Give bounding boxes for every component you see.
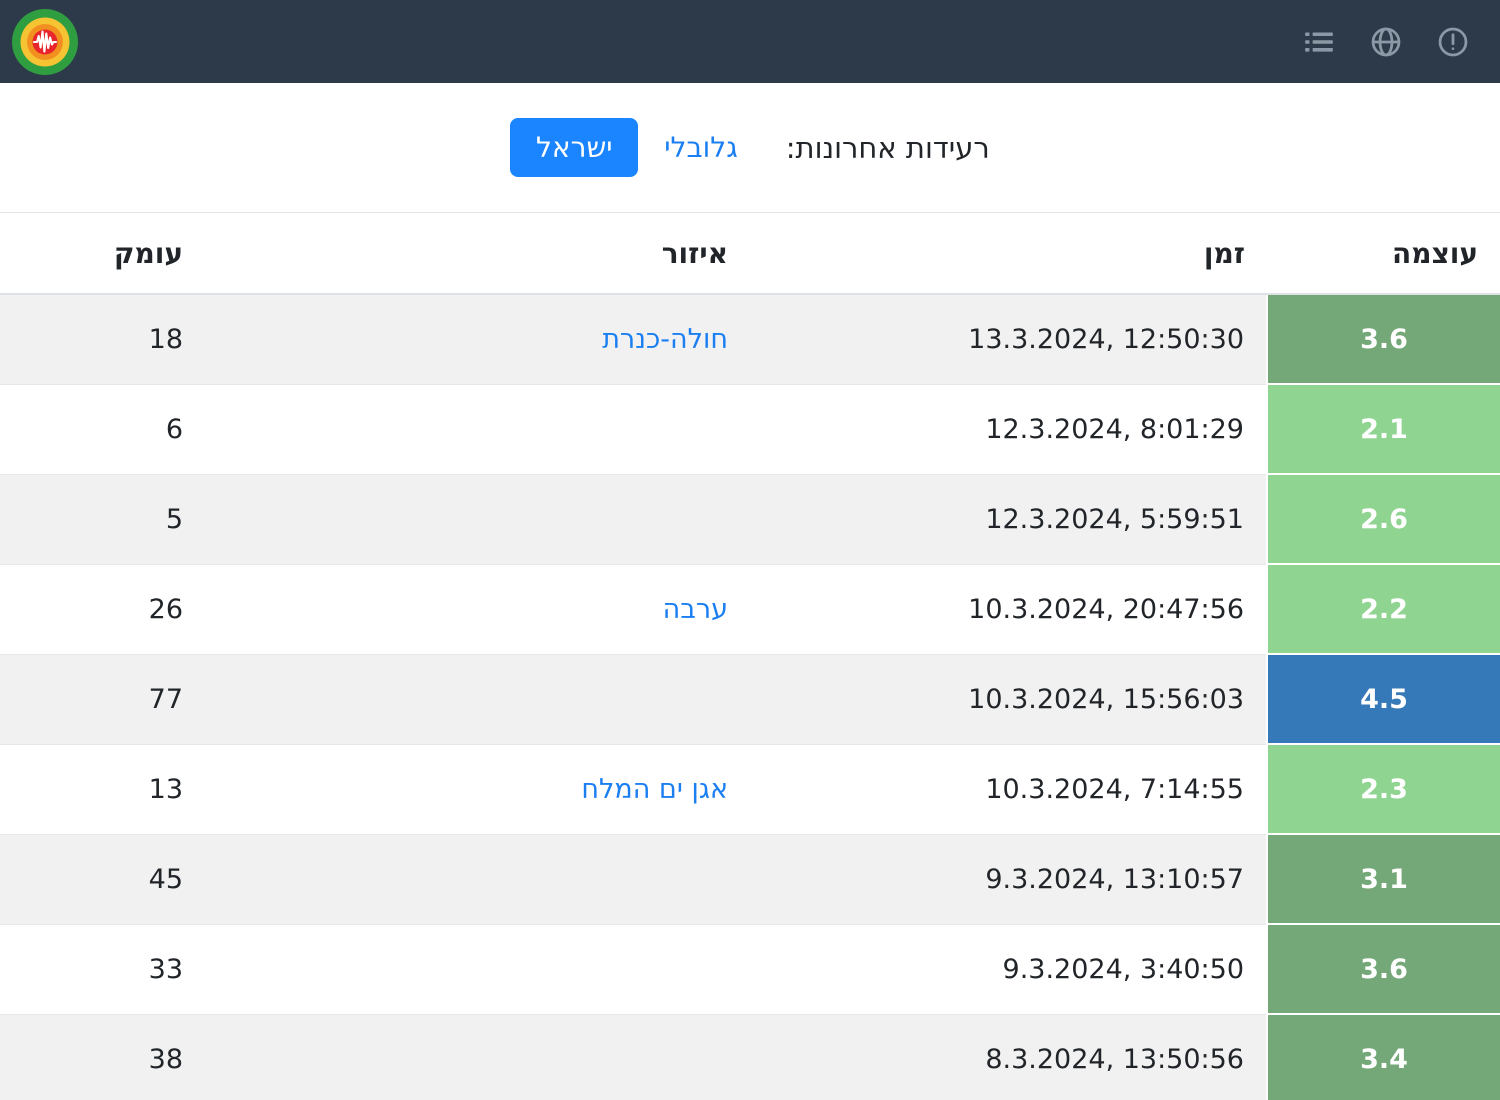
alert-icon[interactable] — [1436, 25, 1470, 59]
table-row: 2.2 10.3.2024, 20:47:56 ערבה 26 — [0, 563, 1500, 655]
earthquakes-table: עוצמה זמן איזור עומק 3.6 13.3.2024, 12:50… — [0, 213, 1500, 1100]
time-cell: 13.3.2024, 12:50:30 — [750, 294, 1267, 384]
time-value: 10.3.2024, 15:56:03 — [968, 683, 1244, 715]
time-cell: 10.3.2024, 20:47:56 — [750, 563, 1267, 654]
depth-cell: 26 — [0, 563, 205, 654]
depth-cell: 6 — [0, 383, 205, 474]
magnitude-cell: 3.6 — [1266, 923, 1500, 1015]
tabs-row: רעידות אחרונות: גלובלי ישראל — [0, 83, 1500, 213]
region-link[interactable]: ערבה — [662, 593, 728, 625]
table-header-row: עוצמה זמן איזור עומק — [0, 213, 1500, 295]
depth-cell: 38 — [0, 1013, 205, 1100]
time-cell: 12.3.2024, 5:59:51 — [750, 473, 1267, 564]
time-value: 9.3.2024, 13:10:57 — [985, 863, 1244, 895]
region-cell — [205, 653, 750, 744]
header-depth: עומק — [0, 213, 205, 295]
time-cell: 10.3.2024, 7:14:55 — [750, 743, 1267, 834]
table-row: 3.6 13.3.2024, 12:50:30 חולה-כנרת 18 — [0, 293, 1500, 385]
depth-cell: 77 — [0, 653, 205, 744]
time-cell: 9.3.2024, 13:10:57 — [750, 833, 1267, 924]
magnitude-cell: 3.4 — [1266, 1013, 1500, 1100]
depth-cell: 18 — [0, 294, 205, 384]
time-value: 13.3.2024, 12:50:30 — [968, 323, 1244, 355]
table-row: 3.6 9.3.2024, 3:40:50 33 — [0, 923, 1500, 1015]
magnitude-cell: 2.6 — [1266, 473, 1500, 565]
depth-cell: 13 — [0, 743, 205, 834]
time-cell: 12.3.2024, 8:01:29 — [750, 383, 1267, 474]
time-value: 12.3.2024, 5:59:51 — [985, 503, 1244, 535]
header-region: איזור — [205, 213, 750, 295]
time-cell: 10.3.2024, 15:56:03 — [750, 653, 1267, 744]
magnitude-cell: 2.2 — [1266, 563, 1500, 655]
time-value: 8.3.2024, 13:50:56 — [985, 1043, 1244, 1075]
table-row: 3.1 9.3.2024, 13:10:57 45 — [0, 833, 1500, 925]
seismograph-logo[interactable] — [12, 8, 78, 75]
header-time: זמן — [750, 213, 1267, 295]
table-row: 2.3 10.3.2024, 7:14:55 אגן ים המלח 13 — [0, 743, 1500, 835]
region-cell — [205, 473, 750, 564]
depth-cell: 45 — [0, 833, 205, 924]
region-cell: חולה-כנרת — [205, 294, 750, 384]
region-link[interactable]: חולה-כנרת — [602, 323, 728, 355]
region-cell — [205, 833, 750, 924]
magnitude-cell: 2.3 — [1266, 743, 1500, 835]
globe-icon[interactable] — [1369, 25, 1403, 59]
top-navbar — [0, 0, 1500, 83]
depth-cell: 33 — [0, 923, 205, 1014]
region-cell — [205, 383, 750, 474]
time-cell: 9.3.2024, 3:40:50 — [750, 923, 1267, 1014]
time-value: 12.3.2024, 8:01:29 — [985, 413, 1244, 445]
region-cell — [205, 1013, 750, 1100]
depth-cell: 5 — [0, 473, 205, 564]
time-cell: 8.3.2024, 13:50:56 — [750, 1013, 1267, 1100]
table-row: 4.5 10.3.2024, 15:56:03 77 — [0, 653, 1500, 745]
recent-quakes-label: רעידות אחרונות: — [785, 130, 990, 165]
time-value: 10.3.2024, 20:47:56 — [968, 593, 1244, 625]
table-row: 2.1 12.3.2024, 8:01:29 6 — [0, 383, 1500, 475]
magnitude-cell: 2.1 — [1266, 383, 1500, 475]
region-link[interactable]: אגן ים המלח — [581, 773, 728, 805]
tab-global[interactable]: גלובלי — [664, 131, 738, 164]
region-cell: ערבה — [205, 563, 750, 654]
tab-israel[interactable]: ישראל — [510, 118, 639, 177]
region-cell — [205, 923, 750, 1014]
time-value: 10.3.2024, 7:14:55 — [985, 773, 1244, 805]
time-value: 9.3.2024, 3:40:50 — [1002, 953, 1244, 985]
region-cell: אגן ים המלח — [205, 743, 750, 834]
header-magnitude: עוצמה — [1267, 213, 1500, 295]
table-row: 3.4 8.3.2024, 13:50:56 38 — [0, 1013, 1500, 1100]
list-icon[interactable] — [1302, 25, 1336, 59]
magnitude-cell: 3.1 — [1266, 833, 1500, 925]
navbar-actions — [1302, 25, 1470, 59]
magnitude-cell: 3.6 — [1266, 293, 1500, 385]
table-row: 2.6 12.3.2024, 5:59:51 5 — [0, 473, 1500, 565]
magnitude-cell: 4.5 — [1266, 653, 1500, 745]
table-body: 3.6 13.3.2024, 12:50:30 חולה-כנרת 18 2.1 12.3… — [0, 293, 1500, 1100]
